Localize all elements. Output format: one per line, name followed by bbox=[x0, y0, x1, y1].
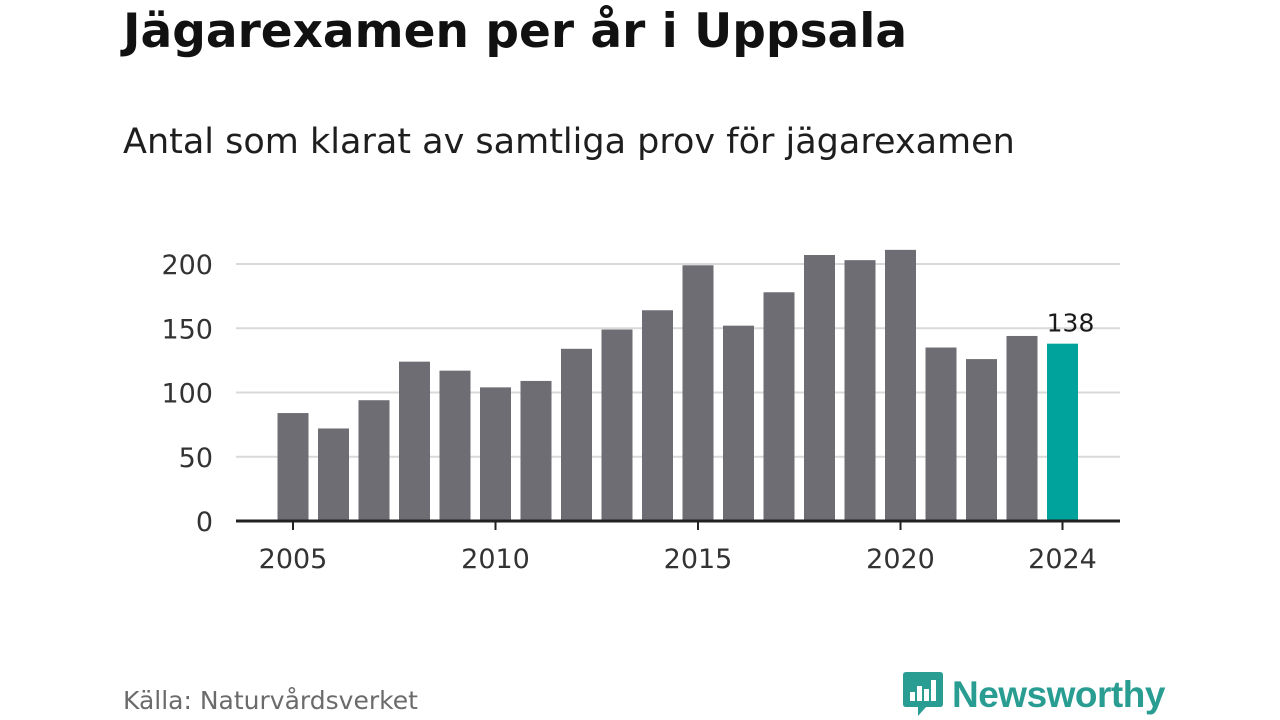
bar bbox=[966, 359, 997, 521]
y-tick-label: 100 bbox=[161, 379, 213, 410]
axes bbox=[236, 519, 1120, 530]
x-tick-label: 2005 bbox=[259, 544, 328, 575]
bar bbox=[358, 400, 390, 521]
bar bbox=[804, 255, 835, 521]
bar bbox=[399, 361, 430, 521]
bar bbox=[520, 380, 552, 521]
bars bbox=[277, 249, 1078, 522]
bar bbox=[885, 249, 916, 522]
chart-title: Jägarexamen per år i Uppsala bbox=[123, 4, 908, 59]
bar bbox=[277, 413, 309, 521]
bar bbox=[925, 347, 957, 521]
data-label: 138 bbox=[1047, 309, 1095, 338]
x-tick-label: 2015 bbox=[664, 544, 733, 575]
y-tick-label: 50 bbox=[179, 443, 213, 474]
bar-chart: 0 50 100 150 200 138 2005 2010 2015 2020 2024 bbox=[161, 249, 1120, 575]
bar bbox=[642, 310, 673, 521]
bar bbox=[561, 348, 592, 521]
x-tick-label: 2010 bbox=[461, 544, 530, 575]
bar bbox=[480, 387, 511, 521]
x-tick-label: 2020 bbox=[866, 544, 935, 575]
y-tick-label: 150 bbox=[161, 314, 213, 345]
newsworthy-logo-icon bbox=[903, 672, 943, 716]
bar bbox=[601, 329, 633, 521]
bar bbox=[844, 260, 876, 521]
chart-subtitle: Antal som klarat av samtliga prov för jä… bbox=[123, 122, 1015, 162]
bar bbox=[318, 428, 349, 521]
y-tick-label: 200 bbox=[161, 250, 213, 281]
brand-logo[interactable]: Newsworthy bbox=[902, 670, 1165, 720]
bar bbox=[763, 292, 795, 521]
bar bbox=[439, 370, 471, 521]
brand-name: Newsworthy bbox=[952, 674, 1165, 715]
source-note: Källa: Naturvårdsverket bbox=[123, 686, 418, 715]
y-tick-label: 0 bbox=[196, 507, 213, 538]
bar-highlight bbox=[1047, 343, 1078, 521]
bar bbox=[723, 325, 754, 521]
labels: 0 50 100 150 200 138 2005 2010 2015 2020 2024 bbox=[161, 250, 1096, 575]
x-tick-label: 2024 bbox=[1028, 544, 1097, 575]
bar bbox=[1006, 335, 1038, 521]
bar bbox=[682, 265, 714, 521]
